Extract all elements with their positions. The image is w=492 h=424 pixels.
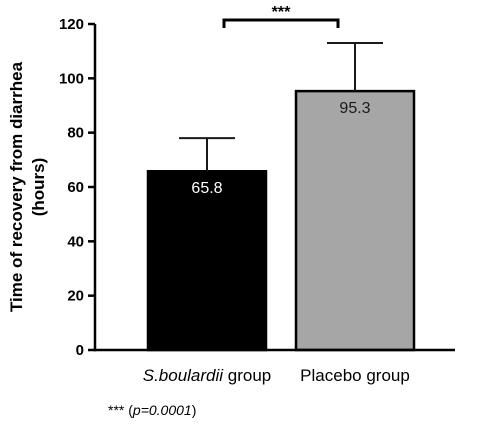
footnote-close: ): [191, 402, 197, 418]
y-axis-title: Time of recovery from diarrhea (hours): [7, 61, 48, 312]
bar-chart: Time of recovery from diarrhea (hours) 0 2…: [7, 4, 455, 385]
category-labels: S.boulardii group Placebo group: [143, 366, 410, 385]
significance-stars: ***: [272, 4, 291, 21]
y-tick-label: 60: [67, 179, 84, 196]
bar-value-label: 95.3: [339, 100, 370, 117]
footnote-open: (: [124, 402, 133, 418]
error-bars: [179, 42, 383, 172]
category-label: Placebo group: [300, 366, 410, 385]
y-tick-label: 100: [59, 70, 84, 87]
y-tick-label: 80: [67, 125, 84, 142]
category-label: S.boulardii group: [143, 366, 272, 385]
footnote-stars: ***: [108, 402, 125, 418]
footnote: *** (p=0.0001): [108, 402, 196, 418]
footnote-pvalue: p=0.0001: [132, 402, 192, 418]
y-axis-title-line: (hours): [29, 158, 48, 217]
y-tick-label: 40: [67, 233, 84, 250]
bar: [294, 89, 416, 352]
y-tick-label: 0: [76, 342, 84, 359]
y-tick-label: 20: [67, 288, 84, 305]
y-axis-ticks: 0 20 40 60 80 100 120: [59, 16, 95, 359]
significance-bracket-line: [222, 18, 340, 28]
bar: [146, 169, 268, 352]
significance-bracket: ***: [222, 4, 340, 28]
y-axis-title-line: Time of recovery from diarrhea: [7, 61, 26, 312]
axes: [93, 24, 455, 352]
y-tick-label: 120: [59, 16, 84, 33]
bars: 65.8 95.3: [146, 89, 416, 352]
bar-value-label: 65.8: [191, 180, 222, 197]
